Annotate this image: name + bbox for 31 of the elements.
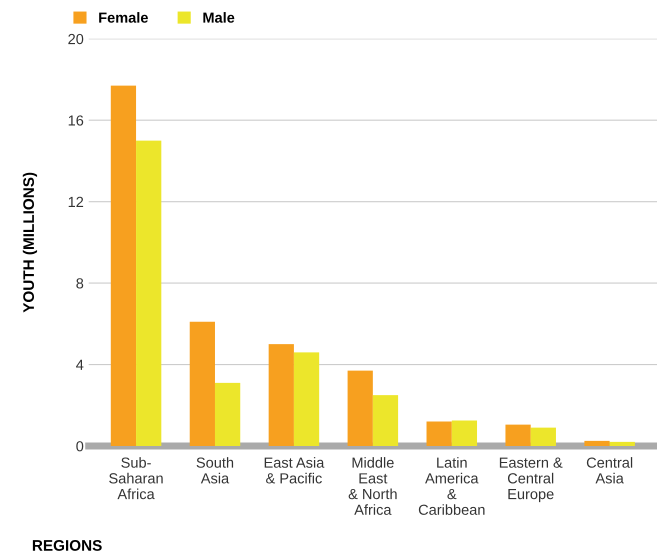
- bar: [505, 424, 531, 446]
- x-tick-label: Eastern & Central Europe: [500, 458, 563, 502]
- bar: [110, 86, 136, 446]
- bar: [584, 440, 610, 446]
- x-axis-title: REGIONS: [32, 540, 102, 551]
- x-tick-label: Latin America & Caribbean: [418, 457, 484, 515]
- y-axis-title: YOUTH (MILLIONS): [22, 172, 38, 313]
- y-tick-label: 4: [76, 360, 84, 370]
- x-tick-label: South Asia: [196, 457, 234, 484]
- y-tick-label: 0: [76, 441, 84, 452]
- legend-label: Female: [99, 12, 148, 23]
- bar: [426, 422, 452, 446]
- x-tick-label: Middle East & North Africa: [348, 457, 397, 515]
- y-tick-label: 12: [68, 196, 84, 207]
- bar: [268, 344, 294, 446]
- bar: [214, 382, 240, 446]
- bar: [348, 370, 373, 446]
- bar: [372, 395, 398, 446]
- bar: [530, 428, 556, 446]
- y-tick-label: 8: [76, 278, 84, 289]
- bar: [136, 140, 162, 446]
- x-tick-label: Sub- Saharan Africa: [109, 457, 163, 500]
- legend-label: Male: [203, 12, 234, 23]
- y-tick-label: 20: [68, 34, 84, 44]
- bar: [452, 420, 478, 446]
- y-tick-label: 16: [68, 115, 84, 126]
- bar: [190, 322, 215, 446]
- x-tick-label: Central Asia: [586, 457, 632, 484]
- x-tick-label: East Asia & Pacific: [264, 457, 324, 484]
- bar: [294, 352, 320, 446]
- bar: [610, 442, 635, 446]
